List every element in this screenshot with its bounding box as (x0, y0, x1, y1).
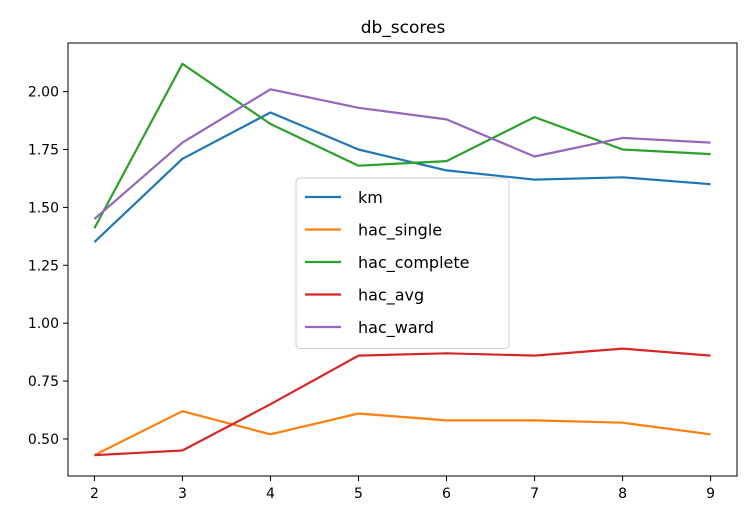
y-tick-label: 1.00 (28, 316, 59, 332)
y-tick-label: 1.75 (28, 143, 59, 159)
legend-label: hac_ward (358, 318, 434, 338)
legend-label: hac_complete (358, 253, 469, 273)
series-line-hac-complete (93, 62, 711, 229)
y-tick-label: 0.75 (28, 374, 59, 390)
x-tick-label: 7 (530, 486, 539, 502)
x-tick-label: 3 (178, 486, 187, 502)
legend-frame (295, 177, 510, 349)
x-tick-label: 2 (90, 486, 99, 502)
x-tick-label: 5 (354, 486, 363, 502)
x-tick-label: 9 (706, 486, 715, 502)
y-tick-label: 2.00 (28, 85, 59, 101)
series-line-km (93, 111, 711, 243)
legend-label: hac_single (358, 221, 442, 241)
legend: km hac_single hac_complete hac_avg hac_ward (295, 177, 510, 349)
y-tick-label: 1.25 (28, 258, 59, 274)
series-lines (93, 62, 711, 457)
chart-title: db_scores (361, 18, 446, 38)
x-tick-label: 8 (618, 486, 627, 502)
y-axis: 0.50 0.75 1.00 1.25 1.50 1.75 2.00 (28, 85, 68, 448)
y-tick-label: 1.50 (28, 200, 59, 216)
x-tick-label: 6 (442, 486, 451, 502)
series-line-hac-single (93, 410, 711, 457)
series-line-hac-avg (94, 347, 711, 457)
legend-label: hac_avg (358, 286, 424, 306)
y-tick-label: 0.50 (28, 432, 59, 448)
series-line-hac-ward (93, 88, 711, 220)
x-axis: 2 3 4 5 6 7 8 9 (90, 476, 715, 502)
legend-label: km (358, 188, 383, 207)
x-tick-label: 4 (266, 486, 275, 502)
